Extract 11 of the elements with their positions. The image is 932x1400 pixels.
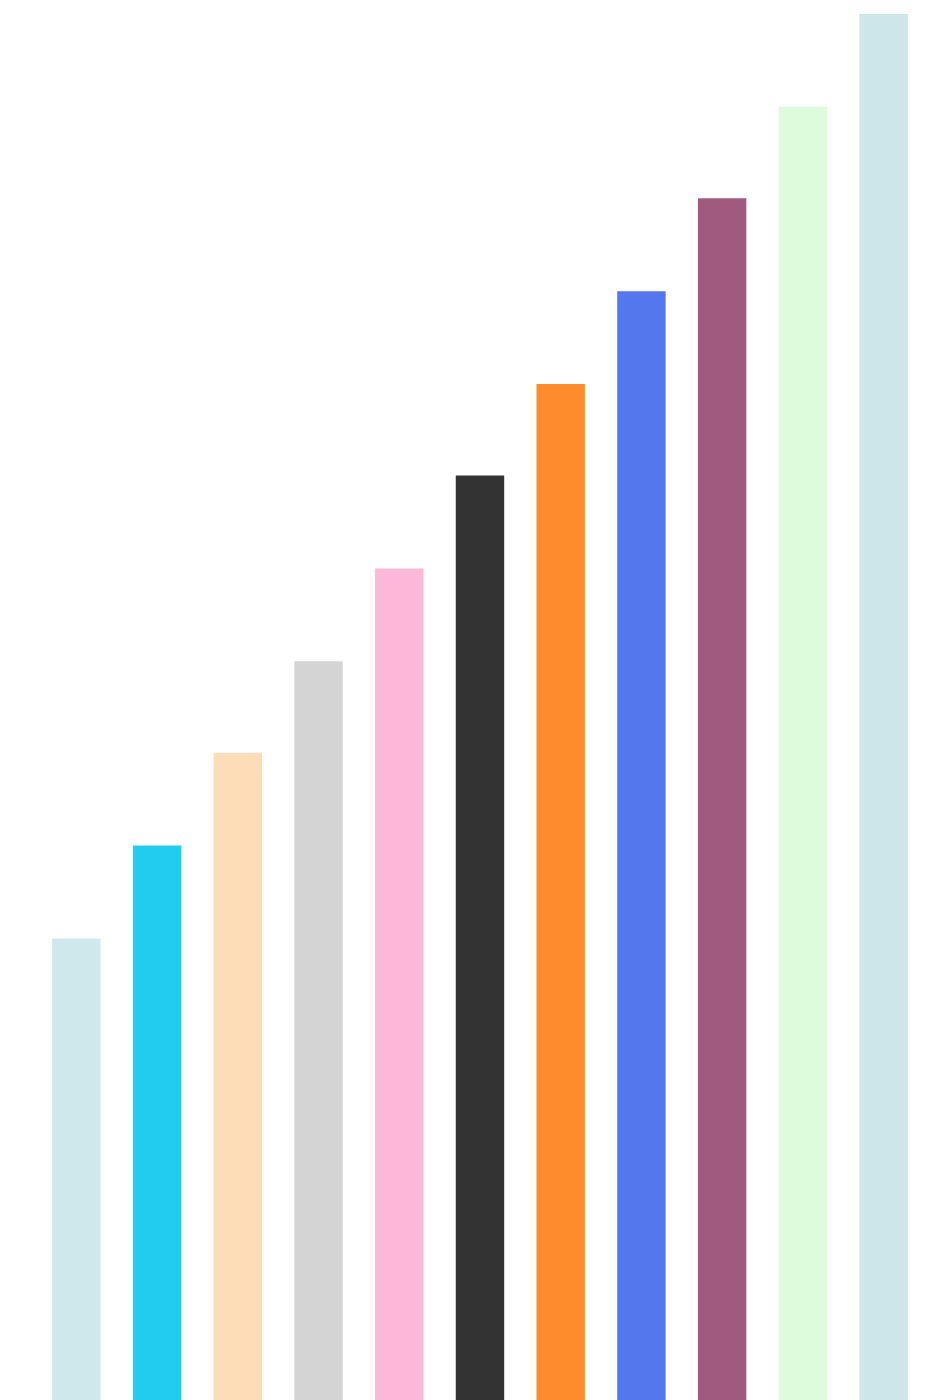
bar [697, 198, 747, 1400]
bar [213, 752, 263, 1400]
bar [375, 568, 424, 1400]
bar [132, 845, 182, 1400]
bar [52, 938, 101, 1400]
bar [536, 384, 585, 1400]
bar [455, 475, 505, 1400]
bar [617, 291, 666, 1400]
bar [859, 14, 908, 1400]
bar [294, 661, 343, 1400]
bar [778, 106, 828, 1400]
